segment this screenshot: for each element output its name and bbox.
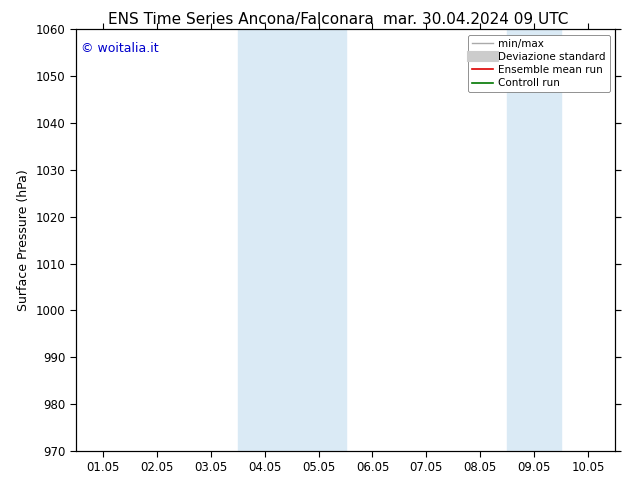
- Bar: [507, 29, 561, 451]
- Y-axis label: Surface Pressure (hPa): Surface Pressure (hPa): [17, 169, 30, 311]
- Bar: [292, 29, 346, 451]
- Text: © woitalia.it: © woitalia.it: [81, 42, 159, 55]
- Legend: min/max, Deviazione standard, Ensemble mean run, Controll run: min/max, Deviazione standard, Ensemble m…: [468, 35, 610, 92]
- Bar: [238, 29, 292, 451]
- Text: ENS Time Series Ancona/Falconara: ENS Time Series Ancona/Falconara: [108, 12, 374, 27]
- Text: mar. 30.04.2024 09 UTC: mar. 30.04.2024 09 UTC: [383, 12, 568, 27]
